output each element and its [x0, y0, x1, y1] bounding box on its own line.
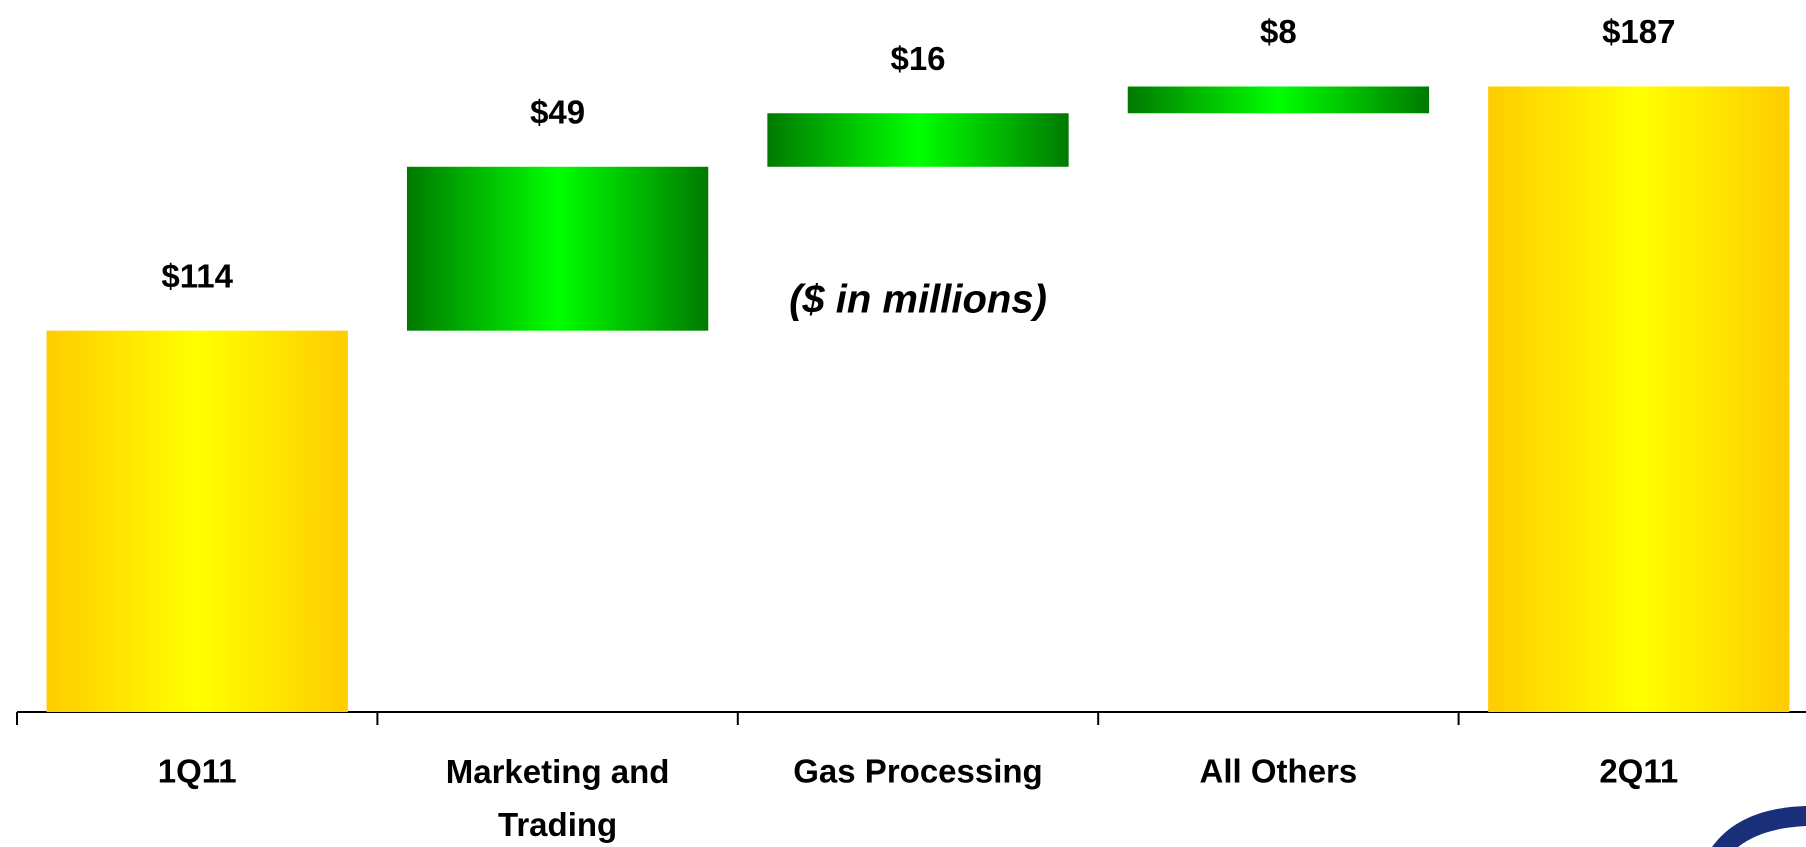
x-tick-label: Marketing and Trading [446, 753, 670, 843]
logo [1712, 806, 1806, 847]
value-label: $16 [890, 40, 945, 77]
value-label: $8 [1260, 13, 1297, 50]
x-tick-label: 2Q11 [1599, 753, 1678, 790]
increase-bar [767, 113, 1069, 167]
total-bar [46, 330, 348, 712]
x-tick-label: 1Q11 [158, 753, 237, 790]
value-label: $114 [161, 257, 233, 294]
x-tick-label: All Others [1200, 753, 1358, 790]
value-label: $187 [1602, 13, 1675, 50]
increase-bar [406, 166, 709, 331]
annotation: ($ in millions) [789, 278, 1047, 322]
value-label: $49 [530, 93, 585, 130]
x-tick-label: Gas Processing [793, 753, 1042, 790]
increase-bar [1127, 86, 1430, 114]
total-bar [1488, 86, 1790, 712]
